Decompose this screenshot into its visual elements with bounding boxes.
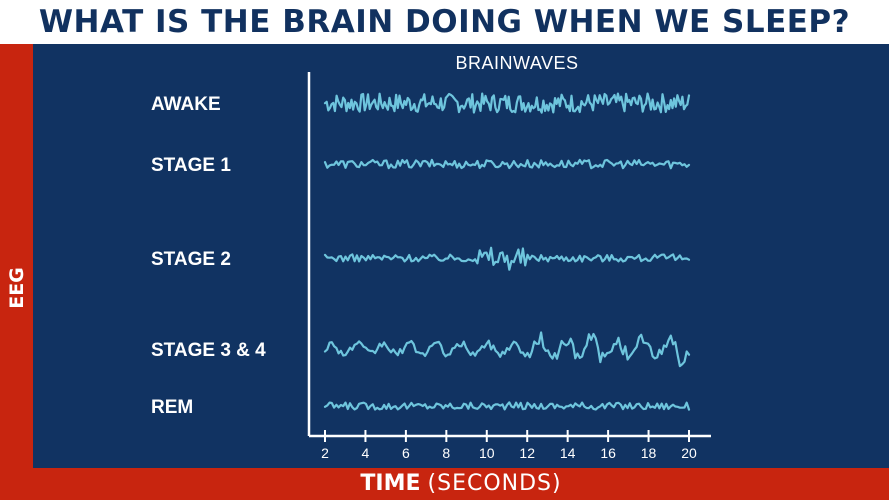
stage-label: STAGE 3 & 4 xyxy=(151,340,266,361)
brainwave-chart: AWAKE STAGE 1 STAGE 2 STAGE 3 & 4 REM 2 4 6 8 10… xyxy=(151,53,711,461)
chart-panel: AWAKE STAGE 1 STAGE 2 STAGE 3 & 4 REM 2 4 6 8 10… xyxy=(33,44,889,468)
x-tick-label: 18 xyxy=(641,445,657,461)
wave-trace xyxy=(323,246,691,271)
stage-label: STAGE 2 xyxy=(151,249,231,270)
x-tick-label: 14 xyxy=(560,445,576,461)
x-tick-label: 20 xyxy=(681,445,697,461)
wave-trace xyxy=(323,401,691,411)
wave-trace xyxy=(323,158,691,170)
page-title: WHAT IS THE BRAIN DOING WHEN WE SLEEP? xyxy=(38,4,851,40)
x-axis-band: TIME (SECONDS) xyxy=(33,468,889,500)
x-tick-label: 10 xyxy=(479,445,495,461)
x-tick-label: 4 xyxy=(362,445,370,461)
x-axis-label-light: (SECONDS) xyxy=(427,471,562,496)
x-tick-label: 2 xyxy=(321,445,329,461)
wave-trace xyxy=(323,331,691,368)
x-tick-label: 6 xyxy=(402,445,410,461)
eeg-label: EEG xyxy=(6,267,28,309)
x-tick-label: 16 xyxy=(600,445,616,461)
left-band: EEG xyxy=(0,44,33,500)
chart-title: BRAINWAVES xyxy=(455,53,578,73)
stage-label: AWAKE xyxy=(151,94,221,115)
stage-label: REM xyxy=(151,397,193,418)
stage-label: STAGE 1 xyxy=(151,155,231,176)
x-tick-label: 8 xyxy=(442,445,450,461)
wave-trace xyxy=(323,92,691,114)
x-axis-label-bold: TIME xyxy=(360,471,421,496)
x-tick-label: 12 xyxy=(519,445,535,461)
